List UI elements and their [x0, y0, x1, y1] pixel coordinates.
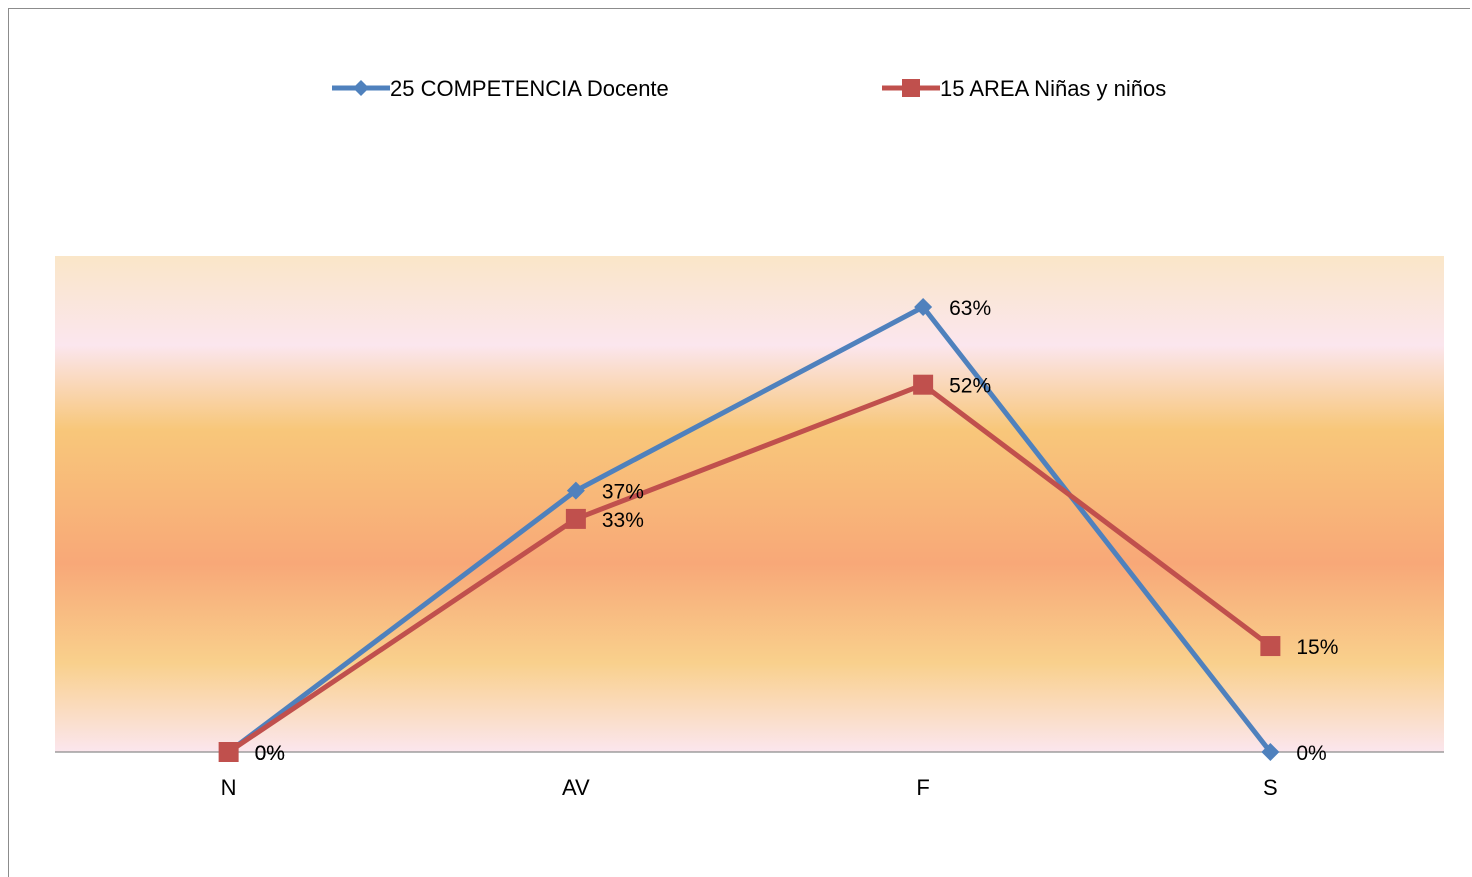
- series-line-area-ninas-ninos: [226, 382, 1273, 755]
- marker-area-ninas-ninos-n: [218, 742, 239, 762]
- x-tick-label-s: S: [1263, 775, 1278, 800]
- legend-label-area-ninas-ninos: 15 AREA Niñas y niños: [940, 76, 1166, 101]
- data-label-competencia-docente-av: 37%: [602, 481, 644, 504]
- marker-competencia-docente-av: [566, 481, 585, 500]
- x-tick-label-av: AV: [562, 775, 590, 800]
- data-label-competencia-docente-n: 0%: [255, 742, 285, 765]
- marker-area-ninas-ninos-s: [1260, 636, 1281, 657]
- legend: 25 COMPETENCIA Docente 15 AREA Niñas y ni…: [332, 76, 1166, 101]
- legend-marker-competencia-docente: [353, 80, 369, 96]
- data-label-area-ninas-ninos-f: 52%: [949, 375, 991, 398]
- x-axis-tick-labels: N AV F S: [221, 775, 1278, 800]
- x-tick-label-n: N: [221, 775, 237, 800]
- legend-item-competencia-docente: 25 COMPETENCIA Docente: [332, 76, 669, 101]
- data-label-area-ninas-ninos-n: 0%: [255, 742, 285, 765]
- data-label-area-ninas-ninos-s: 15%: [1296, 636, 1338, 659]
- legend-item-area-ninas-ninos: 15 AREA Niñas y niños: [882, 76, 1166, 101]
- data-label-competencia-docente-s: 0%: [1296, 742, 1326, 765]
- marker-area-ninas-ninos-av: [565, 508, 586, 529]
- marker-area-ninas-ninos-f: [913, 374, 934, 395]
- marker-competencia-docente-s: [1261, 743, 1280, 761]
- series-layer: 0%37%63%0%0%33%52%15%: [218, 297, 1338, 765]
- data-label-competencia-docente-f: 63%: [949, 297, 991, 320]
- plot-area-background: [55, 256, 1444, 752]
- data-label-area-ninas-ninos-av: 33%: [602, 509, 644, 532]
- marker-competencia-docente-f: [914, 298, 933, 316]
- legend-label-competencia-docente: 25 COMPETENCIA Docente: [390, 76, 669, 101]
- x-tick-label-f: F: [916, 775, 929, 800]
- legend-marker-area-ninas-ninos: [902, 79, 920, 97]
- series-line-competencia-docente: [226, 304, 1273, 755]
